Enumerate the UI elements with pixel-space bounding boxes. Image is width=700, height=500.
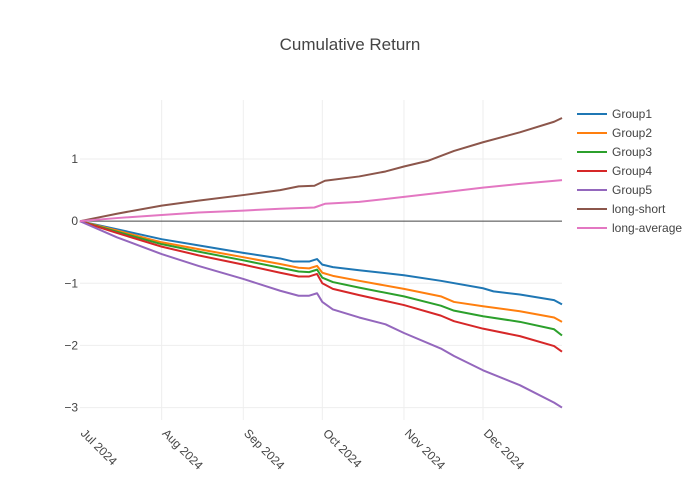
y-tick-label: 1: [71, 152, 78, 166]
legend-label: Group1: [612, 107, 652, 121]
series-line-group5: [79, 220, 563, 409]
series-line-group1: [79, 220, 563, 306]
y-tick-label: 0: [71, 214, 78, 228]
series-line-group3: [79, 220, 563, 337]
legend-item-group3[interactable]: Group3: [577, 145, 652, 159]
legend-label: long-short: [612, 202, 666, 216]
legend[interactable]: Group1 Group2 Group3 Group4 Group5 long-short…: [577, 107, 682, 235]
series-line-long-average: [79, 179, 563, 223]
legend-item-group5[interactable]: Group5: [577, 183, 652, 197]
legend-item-long-average[interactable]: long-average: [577, 221, 682, 235]
chart-title: Cumulative Return: [280, 35, 421, 54]
legend-item-long-short[interactable]: long-short: [577, 202, 666, 216]
legend-item-group1[interactable]: Group1: [577, 107, 652, 121]
y-tick-label: −1: [64, 276, 78, 290]
legend-label: Group3: [612, 145, 652, 159]
legend-item-group2[interactable]: Group2: [577, 126, 652, 140]
series-layer: [79, 117, 563, 409]
series-line-group2: [79, 220, 563, 323]
grid-layer: [80, 100, 562, 420]
series-line-group4: [79, 220, 563, 353]
legend-label: Group5: [612, 183, 652, 197]
legend-item-group4[interactable]: Group4: [577, 164, 652, 178]
legend-label: long-average: [612, 221, 682, 235]
y-tick-label: −3: [64, 401, 78, 415]
series-line-long-short: [79, 117, 563, 223]
y-tick-label: −2: [64, 338, 78, 352]
legend-label: Group4: [612, 164, 652, 178]
legend-label: Group2: [612, 126, 652, 140]
